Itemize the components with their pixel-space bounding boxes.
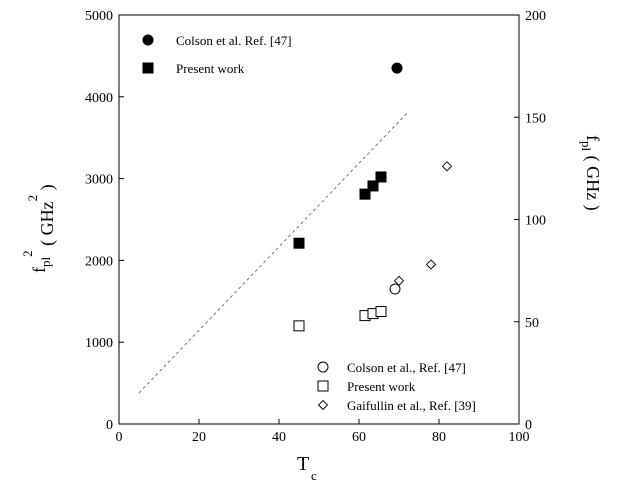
y-right-tick-label: 200: [525, 9, 546, 24]
x-tick-label: 100: [509, 430, 530, 445]
y-axis-title-part: f: [29, 267, 49, 273]
y-tick-label: 5000: [85, 9, 113, 24]
x-tick-label: 20: [192, 430, 206, 445]
y-axis-title-part: 2: [20, 250, 35, 257]
y-tick-label: 4000: [85, 91, 113, 106]
legend-marker-filled-circle: [142, 34, 154, 46]
x-axis-title: T: [297, 453, 309, 475]
legend-label: Colson et al. Ref. [47]: [176, 33, 292, 48]
y-right-tick-label: 150: [525, 111, 546, 126]
x-tick-label: 80: [432, 430, 446, 445]
tick-group: 0 20 40 60 80 1000100020003000400050000501001…: [85, 9, 546, 445]
legend-marker-open-square: [317, 380, 329, 392]
y-tick-label: 0: [106, 418, 113, 433]
data-point-open-square: [293, 320, 305, 332]
y-right-axis-title: fpl ( GHz ): [579, 135, 603, 211]
x-tick-label: 60: [352, 430, 366, 445]
data-point-filled-square: [367, 180, 379, 192]
legend-label: Colson et al., Ref. [47]: [347, 360, 466, 375]
x-tick-label: 40: [272, 430, 286, 445]
y-right-axis-title-part: pl: [579, 141, 594, 152]
legend-marker-open-circle: [317, 361, 329, 373]
data-point-filled-square: [293, 237, 305, 249]
legend-marker-open-diamond: [317, 399, 329, 411]
y-right-tick-label: 0: [525, 418, 532, 433]
y-right-axis-title-part: ( GHz ): [582, 151, 603, 210]
y-tick-label: 2000: [85, 254, 113, 269]
fit-line-group: [138, 112, 408, 394]
legend-label: Present work: [347, 379, 416, 394]
y-axis-title-part: ): [37, 184, 58, 195]
y-axis-title-part: pl: [38, 257, 53, 268]
y-right-tick-label: 50: [525, 316, 539, 331]
legend-label: Gaifullin et al., Ref. [39]: [347, 398, 476, 413]
data-point-open-square: [375, 306, 387, 318]
y-axis-title-part: ( GHz: [37, 201, 58, 250]
y-axis-title-part: 2: [25, 195, 40, 202]
data-points: [293, 62, 453, 332]
x-axis-title-subscript: c: [311, 468, 317, 483]
data-point-open-circle: [389, 283, 401, 295]
data-point-filled-circle: [391, 62, 403, 74]
legend-group: Colson et al. Ref. [47] Present work Colso…: [142, 33, 476, 413]
y-tick-label: 3000: [85, 173, 113, 188]
y-right-axis-title-part: f: [583, 135, 603, 141]
x-tick-label: 0: [116, 430, 123, 445]
data-point-open-diamond: [425, 259, 437, 270]
data-point-open-diamond: [393, 275, 405, 286]
data-point-filled-square: [359, 188, 371, 200]
dashed-fit-line: [138, 112, 408, 394]
legend-marker-filled-square: [142, 62, 154, 74]
y-tick-label: 1000: [85, 336, 113, 351]
legend-label: Present work: [176, 61, 245, 76]
data-point-open-diamond: [441, 161, 453, 172]
y-right-tick-label: 100: [525, 214, 546, 229]
y-axis-title: fpl2 ( GHz2 ): [20, 184, 58, 273]
data-point-filled-square: [375, 171, 387, 183]
